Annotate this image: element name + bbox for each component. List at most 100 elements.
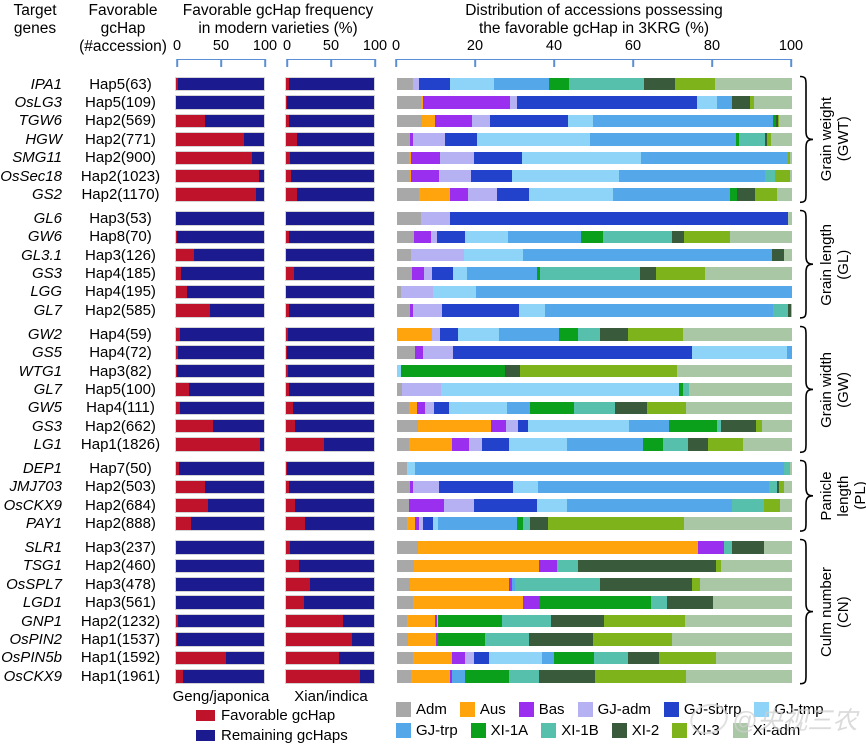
legend-label: Xi-adm [752,722,801,739]
remaining-segment [286,462,374,475]
gene-label: LGG [30,283,62,301]
dist-segment-xi-1b [765,169,775,183]
dist-segment-gj-trp [499,328,559,341]
gene-row: LG1 Hap1(1826) [0,435,866,453]
geng-frequency-bar [176,212,264,225]
dist-segment-gj-trp [545,304,774,317]
xian-frequency-bar [286,670,374,683]
dist-segment-xi-2 [599,328,628,341]
dist-segment-xi-3 [519,364,678,378]
distribution-bar [397,133,792,146]
geng-frequency-bar [176,614,264,628]
dist-segment-gj-adm [412,133,446,146]
dist-segment-aus [421,114,436,128]
xian-frequency-bar [286,364,374,378]
haplotype-label: Hap3(478) [85,575,156,593]
remaining-segment [291,169,374,183]
xian-tick-label: 0 [282,38,292,54]
remaining-segment [359,670,374,683]
population-legend-row: GJ-trp XI-1A XI-1B XI-2 XI-3 Xi-adm [396,722,866,739]
remaining-segment [176,596,264,609]
dist-segment-aus [412,596,523,609]
dist-segment-adm [397,151,409,164]
dist-segment-xi-2 [577,559,717,573]
dist-segment-xi-3 [716,559,722,573]
favorable-segment [286,133,297,146]
axis-tick [264,59,266,67]
dist-segment-gj-adm [413,304,442,317]
axis-tick [220,59,222,67]
dist-segment-gj-sbtrp [473,499,537,512]
dist-segment-gj-adm [468,438,483,451]
dist-segment-xi-1a [772,114,777,128]
xian-frequency-bar [286,633,374,646]
geng-frequency-bar [176,651,264,665]
dist-segment-xi-adm [780,499,792,512]
dist-segment-xi-adm [742,438,792,451]
haplotype-label: Hap2(460) [85,557,156,575]
dist-segment-adm [397,285,401,299]
gene-row: OsPIN2 Hap1(1537) [0,630,866,648]
geng-frequency-bar [176,419,264,433]
dist-segment-xi-adm [700,578,792,591]
dist-segment-xi-2 [667,596,713,609]
favorable-segment [286,96,287,109]
legend-swatch-icon [577,702,593,717]
distribution-bar [397,364,792,378]
dist-segment-gj-adm [424,401,434,415]
dist-segment-adm [397,541,418,554]
dist-segment-xi-adm [685,614,792,628]
dist-segment-gj-tmp [528,188,614,201]
dist-segment-aus [414,559,540,573]
dist-segment-gj-trp [438,517,517,530]
dist-segment-aus [406,517,415,530]
population-legend-item: Aus [459,701,506,718]
remaining-segment [176,96,264,109]
dist-segment-gj-sbtrp [474,151,523,164]
dist-segment-gj-adm [443,499,474,512]
geng-frequency-bar [176,151,264,164]
dist-segment-xi-3 [675,77,715,91]
remaining-segment [288,77,374,91]
dist-segment-bas [452,438,469,451]
dist-segment-gj-tmp [476,133,591,146]
remaining-segment [177,230,264,244]
dist-segment-xi-2 [627,651,660,665]
favorable-segment [286,230,289,244]
geng-frequency-bar [176,383,264,396]
group-label-wrap: Grain width (GW) [818,325,852,454]
haplotype-label: Hap1(1961) [80,667,161,685]
favorable-segment [176,188,257,201]
xian-frequency-bar [286,133,374,146]
geng-frequency-bar [176,670,264,683]
legend-label: XI-1A [490,722,529,739]
gene-label: GL6 [33,209,62,227]
dist-segment-adm [397,480,410,494]
dist-segment-gj-trp [542,651,554,665]
dist-segment-adm [397,578,411,591]
dist-segment-gj-trp [566,438,644,451]
axis-tick [553,59,555,67]
haplotype-label: Hap2(585) [85,301,156,319]
haplotype-label: Hap2(771) [85,130,156,148]
distribution-bar [397,285,792,299]
population-legend-item: XI-1B [541,722,599,739]
dist-segment-adm [397,651,413,665]
dist-segment-xi-1a [729,188,737,201]
dist-segment-bas [451,651,465,665]
favorable-segment [176,328,181,341]
population-legend-row: Adm Aus Bas GJ-adm GJ-sbtrp GJ-tmp [396,701,866,718]
dist-segment-xi-1a [553,651,595,665]
dist-segment-xi-3 [595,670,687,683]
distribution-bar [397,346,792,359]
gene-row: OsCKX9 Hap1(1961) [0,667,866,685]
distribution-bar [397,383,792,396]
distribution-bar [397,188,792,201]
dist-segment-xi-adm [784,248,792,262]
dist-segment-adm [397,462,407,475]
remaining-segment [205,114,264,128]
dist-segment-bas [415,346,424,359]
dist-segment-gj-tmp [508,438,567,451]
dist-segment-xi-2 [530,517,549,530]
axis-tick [790,59,792,67]
